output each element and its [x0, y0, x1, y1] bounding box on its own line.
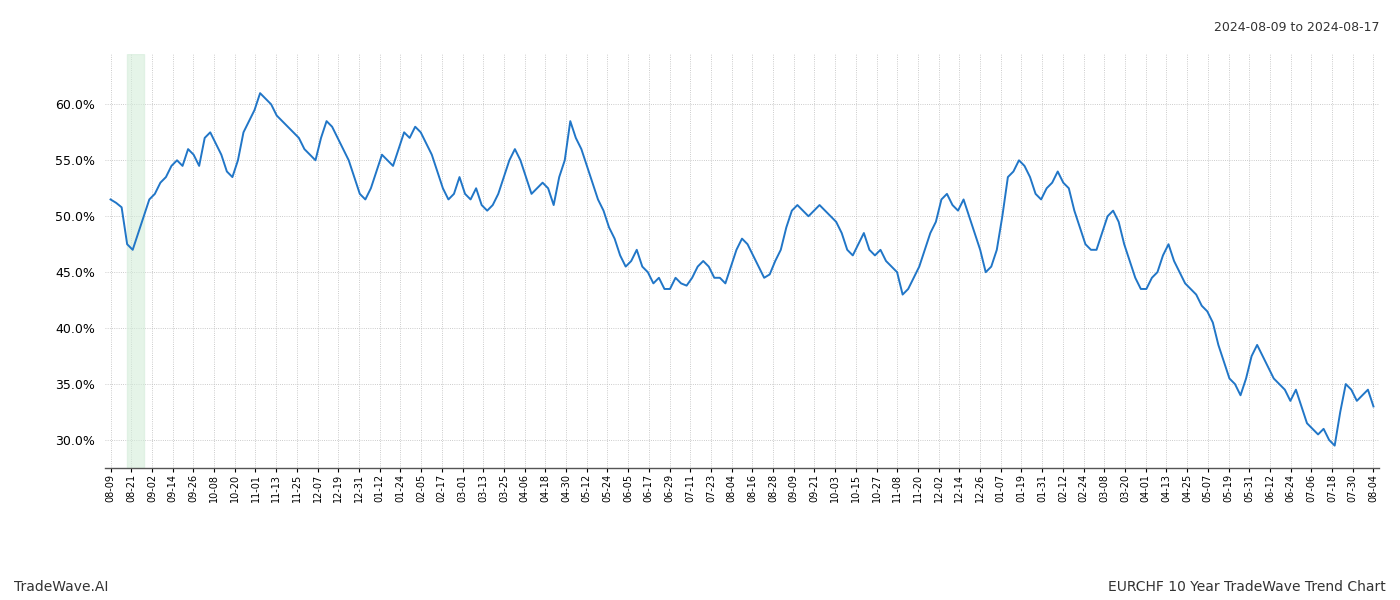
- Text: EURCHF 10 Year TradeWave Trend Chart: EURCHF 10 Year TradeWave Trend Chart: [1109, 580, 1386, 594]
- Text: 2024-08-09 to 2024-08-17: 2024-08-09 to 2024-08-17: [1214, 21, 1379, 34]
- Bar: [127, 54, 144, 468]
- Text: TradeWave.AI: TradeWave.AI: [14, 580, 108, 594]
